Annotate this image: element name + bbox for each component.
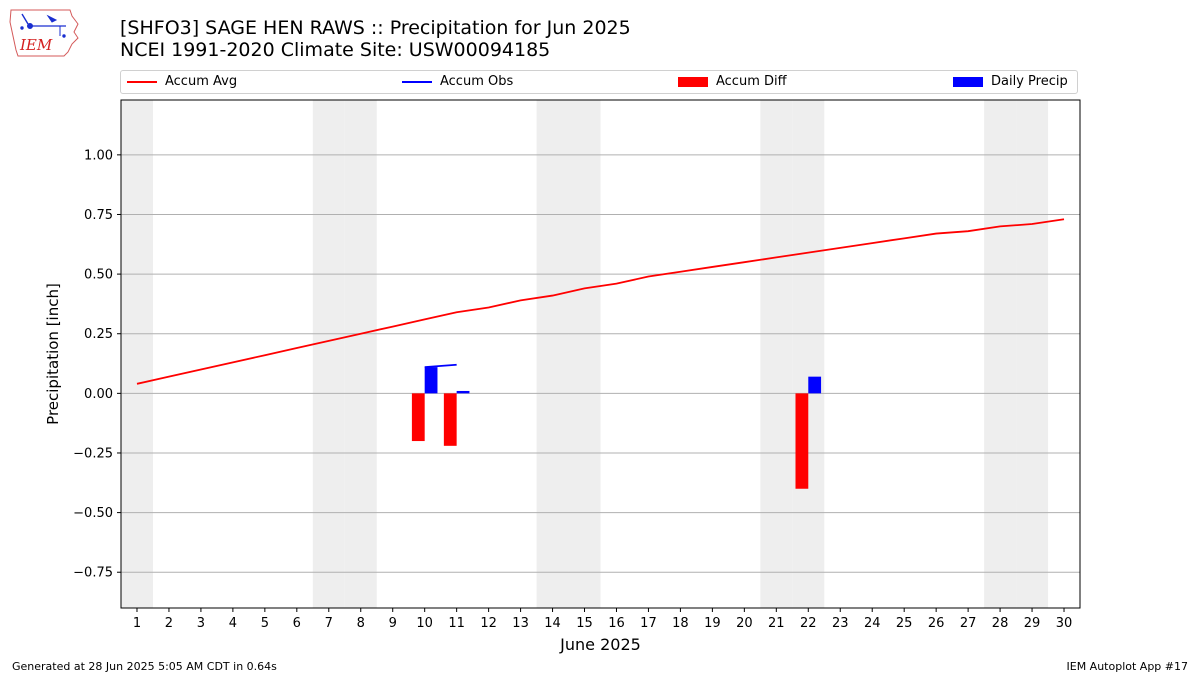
y-tick-label: −0.75 [73, 566, 113, 581]
y-tick-label: 0.50 [84, 268, 113, 283]
daily-precip-bar [808, 376, 822, 394]
x-tick-label: 24 [864, 616, 881, 631]
x-tick-label: 1 [133, 616, 141, 631]
plot-frame [120, 99, 1081, 609]
accum-diff-bar [795, 393, 809, 489]
legend: Accum Avg Accum Obs Accum Diff Daily Pre… [120, 70, 1078, 94]
y-tick-label: 1.00 [84, 148, 113, 163]
y-tick-label: 0.25 [84, 327, 113, 342]
x-tick-label: 21 [768, 616, 785, 631]
y-tick-label: −0.50 [73, 506, 113, 521]
weekend-shade [1016, 100, 1049, 608]
weekend-shade [568, 100, 601, 608]
logo-text: IEM [19, 36, 53, 54]
legend-swatch-accum-obs [402, 80, 432, 83]
x-tick-label: 12 [480, 616, 497, 631]
iem-logo: IEM [9, 9, 79, 57]
x-tick-label: 13 [512, 616, 529, 631]
legend-label-accum-obs: Accum Obs [440, 74, 514, 89]
legend-item-accum-avg: Accum Avg [127, 74, 237, 92]
x-tick-label: 5 [261, 616, 269, 631]
weekend-shade [984, 100, 1017, 608]
daily-precip-bar [456, 390, 470, 394]
weekend-shade [121, 100, 153, 608]
autoplot-app-label: IEM Autoplot App #17 [1066, 660, 1189, 673]
x-tick-label: 7 [325, 616, 333, 631]
x-tick-label: 9 [389, 616, 397, 631]
x-tick-label: 23 [832, 616, 849, 631]
x-tick-label: 15 [576, 616, 593, 631]
chart-subtitle: NCEI 1991-2020 Climate Site: USW00094185 [120, 39, 551, 61]
weekend-shade [312, 100, 345, 608]
generated-timestamp: Generated at 28 Jun 2025 5:05 AM CDT in … [12, 660, 277, 673]
y-axis-label: Precipitation [inch] [44, 283, 62, 425]
chart-title: [SHFO3] SAGE HEN RAWS :: Precipitation f… [120, 17, 631, 39]
x-tick-label: 3 [197, 616, 205, 631]
x-tick-label: 25 [896, 616, 913, 631]
x-tick-label: 10 [416, 616, 433, 631]
x-tick-label: 19 [704, 616, 721, 631]
legend-item-daily-precip: Daily Precip [953, 74, 1068, 92]
x-tick-label: 14 [544, 616, 561, 631]
x-tick-label: 20 [736, 616, 753, 631]
x-tick-label: 26 [928, 616, 945, 631]
weekend-shade [536, 100, 569, 608]
accum-obs-line [424, 363, 457, 369]
y-tick-label: 0.75 [84, 208, 113, 223]
legend-item-accum-obs: Accum Obs [402, 74, 513, 92]
legend-label-accum-avg: Accum Avg [165, 74, 238, 89]
accum-avg-line [136, 218, 1065, 385]
daily-precip-bar [424, 367, 438, 394]
x-tick-label: 18 [672, 616, 689, 631]
weekend-shade [760, 100, 793, 608]
x-tick-label: 6 [293, 616, 301, 631]
legend-label-accum-diff: Accum Diff [716, 74, 787, 89]
legend-label-daily-precip: Daily Precip [991, 74, 1068, 89]
legend-swatch-accum-diff [678, 76, 708, 87]
x-tick-label: 29 [1024, 616, 1041, 631]
y-tick-label: −0.25 [73, 446, 113, 461]
accum-diff-bar [443, 393, 457, 446]
legend-swatch-daily-precip [953, 76, 983, 87]
x-tick-label: 22 [800, 616, 817, 631]
x-tick-label: 4 [229, 616, 237, 631]
x-axis-label: June 2025 [559, 635, 641, 654]
weather-station-icon [20, 13, 66, 38]
x-tick-label: 27 [960, 616, 977, 631]
x-tick-label: 17 [640, 616, 657, 631]
x-tick-label: 8 [357, 616, 365, 631]
x-tick-label: 30 [1056, 616, 1073, 631]
x-tick-label: 11 [448, 616, 465, 631]
x-tick-label: 28 [992, 616, 1009, 631]
weekend-shade [344, 100, 377, 608]
x-tick-label: 16 [608, 616, 625, 631]
y-tick-label: 0.00 [84, 387, 113, 402]
accum-diff-bar [411, 393, 425, 442]
x-tick-label: 2 [165, 616, 173, 631]
legend-item-accum-diff: Accum Diff [678, 74, 787, 92]
legend-swatch-accum-avg [127, 80, 157, 83]
weekend-shade [792, 100, 825, 608]
